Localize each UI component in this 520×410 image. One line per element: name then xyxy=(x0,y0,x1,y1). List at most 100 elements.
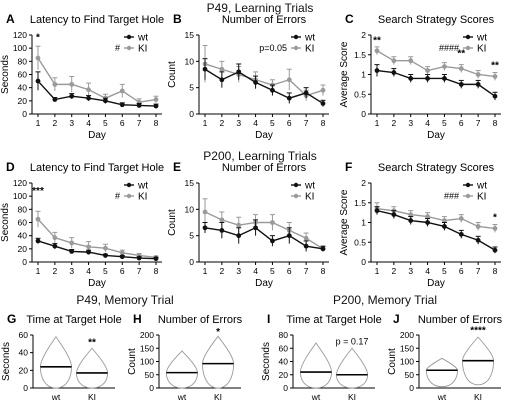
legend-label-A: KI xyxy=(138,44,147,55)
data-point-wt-B xyxy=(236,69,242,75)
y-axis-label-F: Average Score xyxy=(339,189,350,255)
section-title-p200-learning: P200, Learning Trials xyxy=(203,149,316,163)
y-tick-label-D: 60 xyxy=(18,218,28,228)
legend-significance-mark-F: ### xyxy=(444,191,459,201)
data-point-KI-C xyxy=(391,58,397,64)
significance-annotation-C: ** xyxy=(373,36,381,47)
legend-marker-C xyxy=(465,45,471,51)
legend-significance-mark-A: # xyxy=(115,43,120,53)
violin-wt-G xyxy=(39,335,72,389)
data-point-KI-C xyxy=(425,68,430,73)
data-point-wt-E xyxy=(236,233,242,239)
y-axis-label-D: Seconds xyxy=(0,203,11,242)
x-tick-label-E: 7 xyxy=(304,266,309,276)
x-tick-label-C: 2 xyxy=(391,118,396,128)
data-point-wt-B xyxy=(320,101,326,106)
y-tick-label-I: 40 xyxy=(279,357,289,367)
x-axis-label-C: Day xyxy=(427,130,445,141)
x-tick-label-C: 7 xyxy=(476,118,481,128)
x-tick-label-D: 6 xyxy=(120,266,125,276)
y-tick-label-D: 100 xyxy=(13,191,27,201)
data-point-KI-B xyxy=(286,77,292,83)
legend-label-F: wt xyxy=(476,181,487,192)
data-point-wt-B xyxy=(219,77,225,83)
x-tick-label-E: 5 xyxy=(270,266,275,276)
data-point-KI-C xyxy=(475,72,481,77)
panel-label-E: E xyxy=(173,160,181,174)
y-tick-label-H: 100 xyxy=(140,357,154,367)
data-point-KI-F xyxy=(492,226,498,231)
x-tick-label-C: 6 xyxy=(459,118,464,128)
y-axis-label-H: Count xyxy=(127,348,138,375)
significance-annotation-J: **** xyxy=(470,326,486,337)
x-tick-label-I: wt xyxy=(311,392,321,402)
panel-title-J: Number of Errors xyxy=(418,314,503,326)
x-tick-label-A: 7 xyxy=(137,118,142,128)
data-point-wt-A xyxy=(69,93,75,99)
x-tick-label-D: 3 xyxy=(69,266,74,276)
data-point-KI-B xyxy=(320,87,326,93)
significance-annotation-D: *** xyxy=(32,186,44,197)
data-point-wt-F xyxy=(475,237,481,243)
legend-label-C: KI xyxy=(477,44,486,55)
y-tick-label-A: 100 xyxy=(13,43,27,53)
data-point-wt-B xyxy=(286,95,292,101)
y-tick-label-A: 60 xyxy=(18,70,28,80)
x-tick-label-J: wt xyxy=(437,392,447,402)
y-axis-label-I: Seconds xyxy=(261,342,272,381)
data-point-KI-D xyxy=(103,245,108,251)
series-line-KI-D xyxy=(37,218,157,259)
x-tick-label-B: 3 xyxy=(236,118,241,128)
legend-label-B: wt xyxy=(304,33,315,44)
x-tick-label-F: 1 xyxy=(375,266,380,276)
y-axis-label-C: Average Score xyxy=(339,41,350,107)
data-point-wt-A xyxy=(153,103,159,109)
x-tick-label-E: 2 xyxy=(219,266,224,276)
x-tick-label-A: 6 xyxy=(120,118,125,128)
x-tick-label-J: KI xyxy=(474,392,482,402)
y-tick-label-A: 0 xyxy=(22,109,27,119)
data-point-wt-D xyxy=(119,254,125,260)
data-point-wt-A xyxy=(103,98,108,104)
y-tick-label-I: 20 xyxy=(279,370,289,380)
x-tick-label-B: 8 xyxy=(321,118,326,128)
data-point-KI-D xyxy=(86,244,91,250)
panel-title-F: Search Strategy Scores xyxy=(378,162,495,174)
panel-title-H: Number of Errors xyxy=(158,314,243,326)
panel-label-C: C xyxy=(345,12,354,26)
y-tick-label-E: 5 xyxy=(189,231,194,241)
x-tick-label-B: 6 xyxy=(287,118,292,128)
x-tick-label-C: 3 xyxy=(408,118,413,128)
y-tick-label-G: 20 xyxy=(19,365,29,375)
series-line-KI-B xyxy=(204,63,324,97)
x-tick-label-F: 5 xyxy=(442,266,447,276)
data-point-wt-D xyxy=(52,243,58,249)
panel-C: C Search Strategy Scores 0 0.5 1 1.5 2 Average … xyxy=(339,12,501,141)
x-tick-label-E: 6 xyxy=(287,266,292,276)
y-axis-label-E: Count xyxy=(167,209,178,236)
data-point-wt-C xyxy=(458,81,464,87)
significance-annotation-C: ** xyxy=(457,49,465,60)
series-line-wt-C xyxy=(376,69,496,97)
legend-marker-D xyxy=(126,193,132,199)
series-line-KI-C xyxy=(376,50,496,78)
x-tick-label-F: 2 xyxy=(391,266,396,276)
y-tick-label-D: 20 xyxy=(18,244,28,254)
data-point-wt-C xyxy=(492,93,498,99)
x-tick-label-C: 8 xyxy=(493,118,498,128)
y-axis-label-A: Seconds xyxy=(0,55,11,94)
panel-label-H: H xyxy=(133,312,142,326)
data-point-KI-C xyxy=(374,48,380,54)
significance-annotation-H: * xyxy=(216,327,220,338)
data-point-wt-F xyxy=(442,224,447,229)
section-title-p200-memory: P200, Memory Trial xyxy=(333,293,437,307)
y-tick-label-A: 20 xyxy=(18,96,28,106)
y-tick-label-J: 0 xyxy=(409,383,414,393)
y-tick-label-E: 0 xyxy=(189,257,194,267)
panel-E: E Number of Errors 0 5 10 15 Count 1 2 3 4 5 6 7 8 Day w… xyxy=(167,160,329,289)
y-tick-label-D: 40 xyxy=(18,231,28,241)
x-tick-label-D: 4 xyxy=(86,266,91,276)
data-point-wt-D xyxy=(153,256,159,262)
y-tick-label-F: 2 xyxy=(361,178,366,188)
